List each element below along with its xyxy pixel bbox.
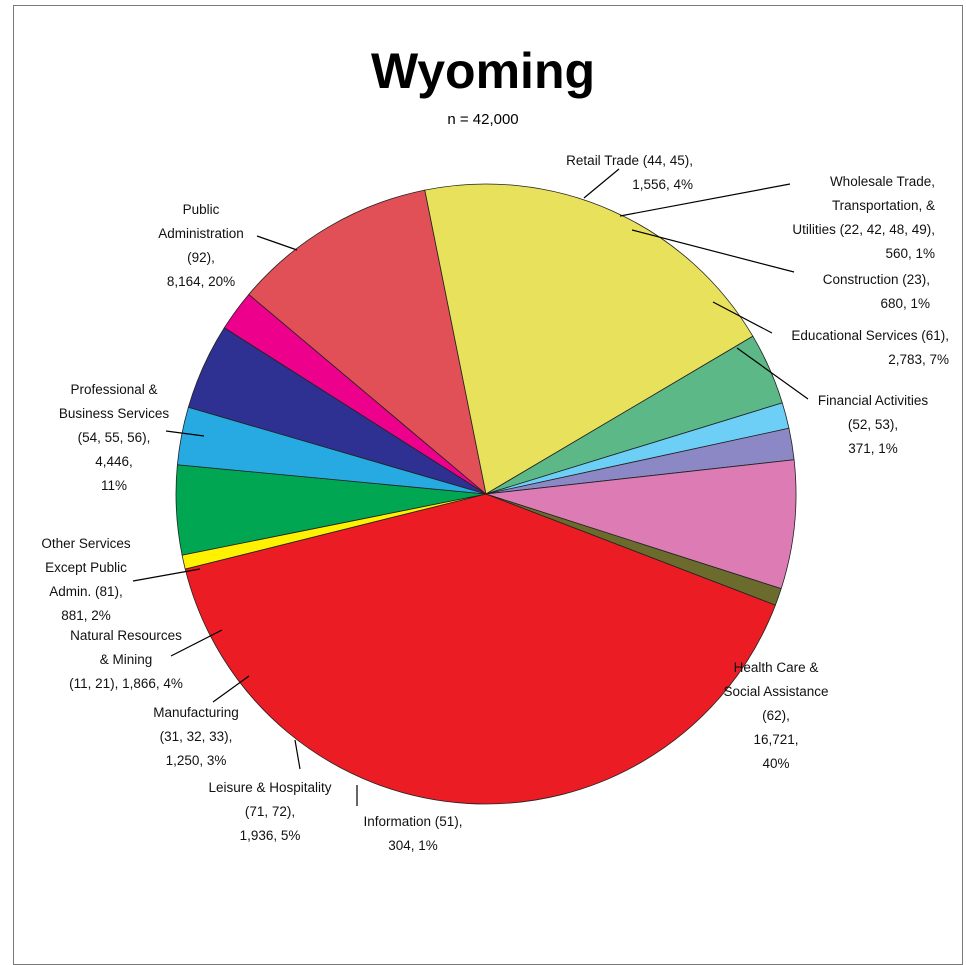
leader-line: [619, 183, 791, 217]
slice-label-line: (52, 53),: [848, 417, 898, 432]
slice-label-line: Construction (23),: [823, 272, 930, 287]
slice-label-line: 4,446,: [95, 454, 133, 469]
pie-slices: [175, 183, 797, 805]
pie-slice: [248, 189, 487, 496]
leader-line: [631, 229, 795, 273]
leader-line: [170, 629, 223, 657]
slice-label-line: 8,164, 20%: [167, 274, 235, 289]
slice-label-line: (11, 21), 1,866, 4%: [69, 676, 183, 691]
slice-label: Other Services Except Public Admin. (81), 8…: [41, 536, 131, 623]
slice-label-line: Health Care &: [734, 660, 819, 675]
slice-label-line: 304, 1%: [388, 838, 438, 853]
slice-label-line: (62),: [762, 708, 790, 723]
slice-labels: Health Care & Social Assistance (62), 16,72…: [41, 153, 949, 853]
leader-line: [294, 739, 301, 770]
slice-label: Retail Trade (44, 45), 1,556, 4%: [566, 153, 693, 192]
slice-label-line: 371, 1%: [848, 441, 898, 456]
slice-label: Wholesale Trade, Transportation, & Utiliti…: [792, 174, 935, 261]
slice-label-line: 1,556, 4%: [632, 177, 693, 192]
leader-line: [132, 568, 201, 582]
slice-label-line: (71, 72),: [245, 804, 295, 819]
slice-label-line: 1,250, 3%: [166, 753, 227, 768]
slice-label-line: 881, 2%: [61, 608, 111, 623]
slice-label-line: 2,783, 7%: [888, 352, 949, 367]
slice-label-line: Transportation, &: [832, 198, 935, 213]
slice-label-line: Natural Resources: [70, 628, 182, 643]
slice-label: Financial Activities (52, 53), 371, 1%: [818, 393, 929, 456]
slice-label-line: Leisure & Hospitality: [208, 780, 331, 795]
leader-line: [712, 301, 773, 334]
leader-line: [736, 347, 809, 400]
slice-label: Construction (23), 680, 1%: [823, 272, 930, 311]
slice-label-line: Retail Trade (44, 45),: [566, 153, 693, 168]
slice-label-line: Except Public: [45, 560, 127, 575]
slice-label-line: Administration: [158, 226, 244, 241]
slice-label-line: Utilities (22, 42, 48, 49),: [792, 222, 935, 237]
slice-label-line: Professional &: [70, 382, 157, 397]
slice-label-line: (92),: [187, 250, 215, 265]
slice-label-line: 11%: [101, 478, 127, 493]
slice-label: Natural Resources & Mining (11, 21), 1,866…: [69, 628, 183, 691]
slice-label: Educational Services (61), 2,783, 7%: [791, 328, 949, 367]
pie-slice: [424, 183, 754, 495]
slice-label-line: Other Services: [41, 536, 131, 551]
slice-label-line: (31, 32, 33),: [160, 729, 233, 744]
leader-lines: [132, 168, 809, 806]
leader-line: [212, 675, 250, 703]
chart-title: Wyoming: [371, 43, 595, 99]
slice-label-line: 40%: [762, 756, 789, 771]
slice-label-line: Social Assistance: [723, 684, 828, 699]
slice-label-line: (54, 55, 56),: [78, 430, 151, 445]
slice-label: Health Care & Social Assistance (62), 16,72…: [723, 660, 828, 771]
slice-label: Public Administration (92), 8,164, 20%: [158, 202, 244, 289]
pie-slice: [184, 493, 776, 805]
slice-label: Manufacturing (31, 32, 33), 1,250, 3%: [153, 705, 239, 768]
chart-subtitle: n = 42,000: [447, 111, 518, 128]
slice-label-line: 560, 1%: [885, 246, 935, 261]
slice-label-line: Educational Services (61),: [791, 328, 949, 343]
slice-label: Leisure & Hospitality (71, 72), 1,936, 5%: [208, 780, 331, 843]
slice-label-line: Wholesale Trade,: [830, 174, 935, 189]
slice-label-line: Business Services: [59, 406, 170, 421]
slice-label-line: 1,936, 5%: [240, 828, 301, 843]
slice-label-line: Public: [183, 202, 220, 217]
slice-label-line: Financial Activities: [818, 393, 929, 408]
pie-slice: [485, 493, 782, 606]
slice-label-line: 680, 1%: [880, 296, 930, 311]
slice-label-line: & Mining: [100, 652, 153, 667]
leader-line: [256, 235, 298, 251]
leader-line: [165, 430, 205, 437]
slice-label: Professional & Business Services (54, 55, …: [59, 382, 170, 493]
pie-slice: [485, 459, 797, 590]
slice-label: Information (51), 304, 1%: [363, 814, 462, 853]
slice-label-line: 16,721,: [753, 732, 798, 747]
slice-label-line: Information (51),: [363, 814, 462, 829]
slice-label-line: Admin. (81),: [49, 584, 123, 599]
leader-line: [583, 168, 620, 199]
slice-label-line: Manufacturing: [153, 705, 239, 720]
